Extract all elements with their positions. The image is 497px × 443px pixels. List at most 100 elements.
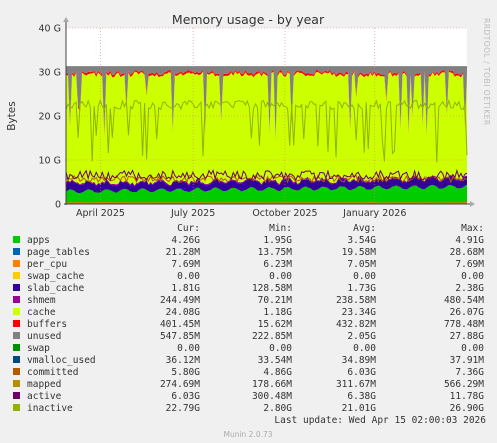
area-unused bbox=[66, 66, 467, 138]
legend-swatch bbox=[13, 260, 20, 267]
legend-cur: 7.69M bbox=[171, 259, 200, 270]
legend-cur: 21.28M bbox=[166, 247, 201, 258]
legend-column-header: Cur: bbox=[177, 223, 200, 234]
legend-max: 26.90G bbox=[450, 403, 485, 414]
x-tick-label: January 2026 bbox=[342, 208, 406, 219]
legend-max: 7.36G bbox=[455, 367, 484, 378]
legend-max: 2.38G bbox=[455, 283, 484, 294]
y-tick-label: 20 G bbox=[39, 112, 61, 123]
legend-cur: 244.49M bbox=[160, 295, 200, 306]
legend-max: 778.48M bbox=[444, 319, 484, 330]
legend-avg: 1.73G bbox=[347, 283, 376, 294]
legend-max: 7.69M bbox=[455, 259, 484, 270]
legend-avg: 0.00 bbox=[353, 271, 376, 282]
y-tick-label: 10 G bbox=[39, 156, 61, 167]
y-tick-label: 40 G bbox=[39, 24, 61, 35]
y-tick-label: 0 bbox=[55, 200, 61, 211]
legend-name: vmalloc_used bbox=[27, 355, 96, 366]
legend-name: buffers bbox=[27, 319, 67, 330]
legend-cur: 36.12M bbox=[166, 355, 201, 366]
legend-min: 0.00 bbox=[269, 271, 292, 282]
legend-swatch bbox=[13, 368, 20, 375]
legend-cur: 6.03G bbox=[171, 391, 200, 402]
legend-row-cache: cache 24.08G 1.18G 23.34G 26.07G bbox=[13, 307, 484, 318]
x-tick-labels: April 2025 July 2025 October 2025 January 2… bbox=[76, 208, 406, 219]
legend-min: 13.75M bbox=[258, 247, 293, 258]
legend-max: 27.88G bbox=[450, 331, 485, 342]
legend-cur: 24.08G bbox=[166, 307, 201, 318]
x-tick-label: October 2025 bbox=[252, 208, 317, 219]
legend-row-active: active 6.03G 300.48M 6.38G 11.78G bbox=[13, 391, 484, 402]
legend-min: 6.23M bbox=[263, 259, 292, 270]
legend-min: 33.54M bbox=[258, 355, 293, 366]
area-apps bbox=[66, 184, 467, 204]
legend-row-shmem: shmem 244.49M 70.21M 238.58M 480.54M bbox=[13, 295, 484, 306]
legend-name: committed bbox=[27, 367, 78, 378]
legend-swatch bbox=[13, 404, 20, 411]
legend-name: swap_cache bbox=[27, 271, 84, 282]
legend-cur: 401.45M bbox=[160, 319, 200, 330]
legend-row-committed: committed 5.80G 4.86G 6.03G 7.36G bbox=[13, 367, 484, 378]
legend-row-page-tables: page_tables 21.28M 13.75M 19.58M 28.68M bbox=[13, 247, 484, 258]
legend-name: unused bbox=[27, 331, 61, 342]
legend-avg: 432.82M bbox=[336, 319, 376, 330]
legend-name: page_tables bbox=[27, 247, 90, 258]
legend-name: slab_cache bbox=[27, 283, 84, 294]
legend-row-slab-cache: slab_cache 1.81G 128.58M 1.73G 2.38G bbox=[13, 283, 484, 294]
legend-swatch bbox=[13, 308, 20, 315]
legend-avg: 3.54G bbox=[347, 235, 376, 246]
line-active bbox=[65, 168, 468, 182]
legend-max: 28.68M bbox=[450, 247, 485, 258]
legend-row-mapped: mapped 274.69M 178.66M 311.67M 566.29M bbox=[13, 379, 484, 390]
legend-name: inactive bbox=[27, 403, 73, 414]
legend-row-inactive: inactive 22.79G 2.80G 21.01G 26.90G bbox=[13, 403, 484, 414]
legend-min: 178.66M bbox=[252, 379, 292, 390]
area-shmem bbox=[66, 174, 467, 187]
y-axis-arrow-icon bbox=[63, 17, 69, 22]
legend-max: 37.91M bbox=[450, 355, 485, 366]
line-mapped bbox=[65, 201, 468, 204]
legend-cur: 5.80G bbox=[171, 367, 200, 378]
area-cache bbox=[66, 71, 467, 186]
legend-min: 2.80G bbox=[263, 403, 292, 414]
legend-min: 1.95G bbox=[263, 235, 292, 246]
legend-name: cache bbox=[27, 307, 56, 318]
legend-name: active bbox=[27, 391, 62, 402]
legend-cur: 1.81G bbox=[171, 283, 200, 294]
legend-avg: 238.58M bbox=[336, 295, 376, 306]
legend-min: 1.18G bbox=[263, 307, 292, 318]
last-update: Last update: Wed Apr 15 02:00:03 2026 bbox=[274, 415, 486, 426]
legend-avg: 21.01G bbox=[342, 403, 377, 414]
legend-name: mapped bbox=[27, 379, 61, 390]
legend-max: 480.54M bbox=[444, 295, 484, 306]
legend-swatch bbox=[13, 344, 20, 351]
rrdtool-watermark: RRDTOOL / TOBI OETIKER bbox=[482, 18, 491, 126]
legend-swatch bbox=[13, 380, 20, 387]
line-inactive bbox=[65, 98, 468, 163]
legend-row-apps: apps 4.26G 1.95G 3.54G 4.91G bbox=[13, 235, 484, 246]
legend-column-header: Avg: bbox=[353, 223, 376, 234]
legend-min: 15.62M bbox=[258, 319, 293, 330]
legend-avg: 19.58M bbox=[342, 247, 377, 258]
legend-cur: 4.26G bbox=[171, 235, 200, 246]
legend-avg: 23.34G bbox=[342, 307, 377, 318]
legend-cur: 0.00 bbox=[177, 343, 200, 354]
munin-version: Munin 2.0.73 bbox=[223, 430, 272, 439]
x-tick-label: July 2025 bbox=[170, 208, 215, 219]
legend-swatch bbox=[13, 248, 20, 255]
legend-avg: 6.03G bbox=[347, 367, 376, 378]
legend-avg: 2.05G bbox=[347, 331, 376, 342]
legend-swatch bbox=[13, 320, 20, 327]
legend-column-header: Max: bbox=[461, 223, 484, 234]
legend-min: 0.00 bbox=[269, 343, 292, 354]
legend-max: 4.91G bbox=[455, 235, 484, 246]
chart-title: Memory usage - by year bbox=[172, 12, 325, 27]
legend-avg: 6.38G bbox=[347, 391, 376, 402]
legend-row-buffers: buffers 401.45M 15.62M 432.82M 778.48M bbox=[13, 319, 484, 330]
area-slab-cache bbox=[66, 175, 467, 194]
legend-max: 566.29M bbox=[444, 379, 484, 390]
legend-min: 300.48M bbox=[252, 391, 292, 402]
legend-name: apps bbox=[27, 235, 50, 246]
legend-swatch bbox=[13, 284, 20, 291]
